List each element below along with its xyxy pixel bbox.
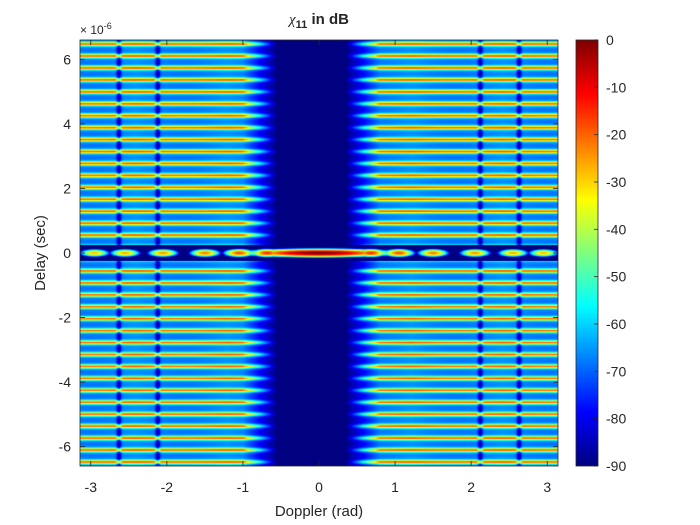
- colorbar-tick-label: -30: [606, 174, 626, 190]
- y-exponent-label: × 10-6: [80, 21, 112, 37]
- colorbar-tick-label: -90: [606, 458, 626, 474]
- colorbar-tick-label: -20: [606, 127, 626, 143]
- x-tick-label: -2: [161, 479, 174, 495]
- x-tick-label: 3: [543, 479, 551, 495]
- colorbar-box: [575, 39, 599, 467]
- colorbar-tick-label: -10: [606, 79, 626, 95]
- colorbar-tick-label: -80: [606, 411, 626, 427]
- y-tick-label: -6: [59, 439, 72, 455]
- y-axis-label: Delay (sec): [32, 215, 49, 291]
- y-tick-label: -4: [59, 374, 72, 390]
- colorbar-gradient: [576, 40, 598, 466]
- y-tick-label: 6: [63, 51, 71, 67]
- y-tick-label: 2: [63, 180, 71, 196]
- colorbar-tick-label: -40: [606, 221, 626, 237]
- chart-title: χ11 in dB: [287, 11, 349, 31]
- y-tick-label: 0: [63, 245, 71, 261]
- heatmap-raster: [80, 40, 558, 466]
- x-ticks: -3 -2 -1 0 1 2 3: [85, 40, 551, 495]
- colorbar-tick-label: 0: [606, 32, 614, 48]
- y-ticks: -6 -4 -2 0 2 4 6: [59, 51, 558, 455]
- x-tick-label: 0: [315, 479, 323, 495]
- colorbar-tick-label: -70: [606, 363, 626, 379]
- colorbar-tick-label: -50: [606, 269, 626, 285]
- title-symbol: χ: [287, 12, 296, 28]
- title-suffix: in dB: [307, 11, 349, 28]
- x-tick-label: -3: [85, 479, 98, 495]
- colorbar-ticks: 0 -10 -20 -30 -40 -50 -60 -70 -80 -90: [594, 32, 626, 474]
- x-axis-label: Doppler (rad): [275, 503, 363, 520]
- colorbar-tick-label: -60: [606, 316, 626, 332]
- x-tick-label: -1: [237, 479, 250, 495]
- title-subscript: 11: [296, 19, 308, 31]
- y-tick-label: -2: [59, 310, 72, 326]
- y-tick-label: 4: [63, 116, 71, 132]
- x-tick-label: 2: [467, 479, 475, 495]
- x-tick-label: 1: [391, 479, 399, 495]
- y-exponent-power: -6: [104, 21, 112, 31]
- y-exponent-base: × 10: [80, 23, 104, 37]
